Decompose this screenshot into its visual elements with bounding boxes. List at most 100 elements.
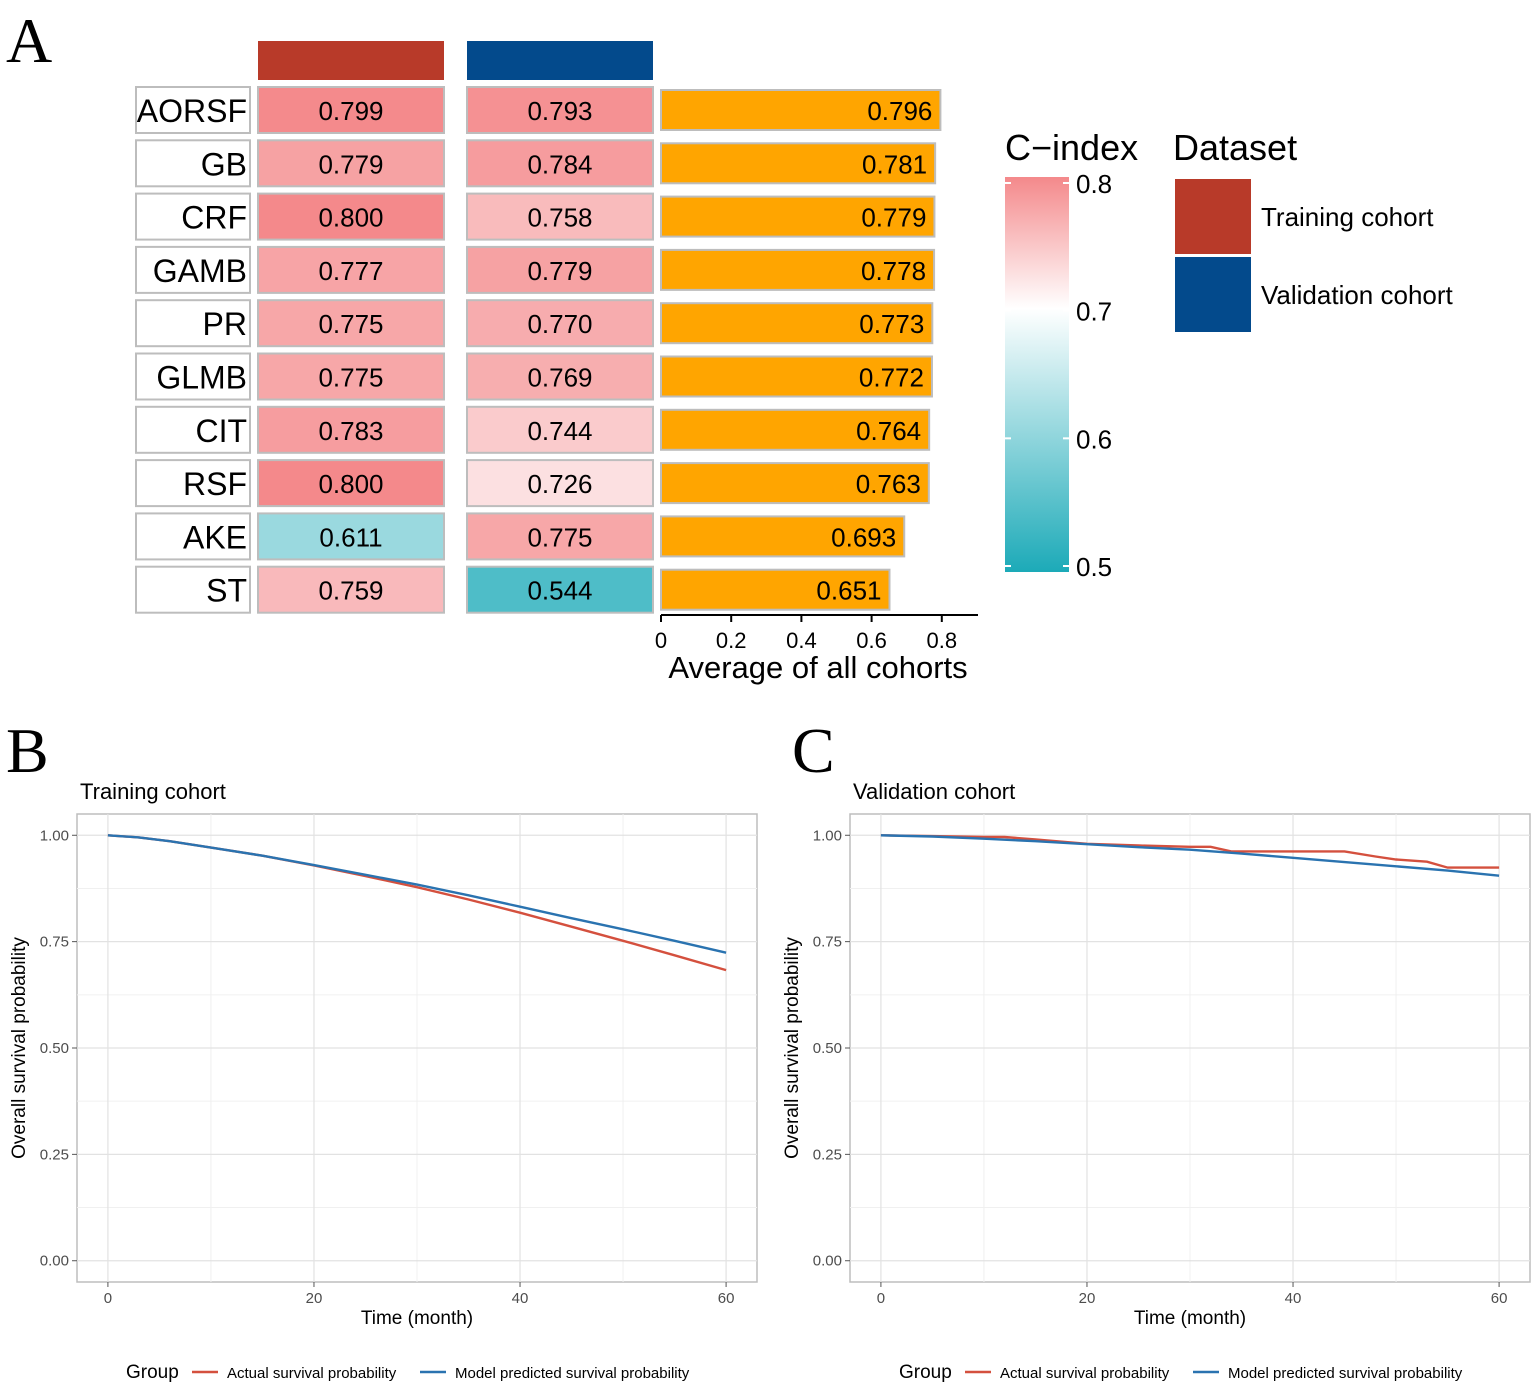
heat-cell-validation	[466, 352, 654, 401]
y-tick-label: 0.00	[813, 1253, 842, 1270]
average-bar	[660, 462, 930, 505]
heat-cell-validation	[466, 86, 654, 134]
legend-swatch	[1175, 257, 1251, 332]
series-line-model	[107, 834, 727, 954]
panel-a-heatmap: AORSF 0.799 0.793 0.796 GB 0.779 0.784 0.781 CRF…	[135, 41, 1454, 685]
heat-cell-validation	[466, 192, 654, 241]
model-label: RSF	[183, 466, 247, 502]
y-tick-label: 0.50	[813, 1040, 842, 1057]
heat-cell-value: 0.783	[318, 416, 383, 446]
heat-cell-value: 0.769	[527, 363, 592, 393]
average-bar-value: 0.779	[861, 203, 926, 233]
model-label-box	[135, 405, 251, 454]
heat-cell-validation	[466, 299, 654, 348]
average-bar	[660, 515, 906, 558]
heat-cell-value: 0.770	[527, 309, 592, 339]
model-label-box	[135, 139, 251, 188]
y-tick-label: 0.00	[40, 1253, 69, 1270]
heat-cell-training	[257, 245, 445, 294]
colorbar-tick-label: 0.8	[1076, 169, 1112, 199]
heat-cell-validation	[466, 512, 654, 561]
model-label: CIT	[195, 413, 247, 449]
model-label: AORSF	[137, 93, 247, 129]
y-tick-label: 0.25	[40, 1146, 69, 1163]
model-label-box	[135, 512, 251, 561]
average-bar-value: 0.778	[861, 256, 926, 286]
average-bar-value: 0.693	[831, 522, 896, 552]
y-tick-label: 0.25	[813, 1146, 842, 1163]
x-axis-title: Time (month)	[1134, 1308, 1246, 1329]
heat-cell-validation	[466, 459, 654, 508]
heat-cell-value: 0.779	[318, 149, 383, 179]
legend-label: Validation cohort	[1261, 280, 1454, 310]
x-tick-label: 60	[718, 1290, 735, 1307]
heat-cell-value: 0.758	[527, 203, 592, 233]
colorbar-tick-label: 0.7	[1076, 297, 1112, 327]
average-bar	[660, 355, 933, 398]
model-label: CRF	[181, 200, 247, 236]
average-bar	[660, 568, 891, 611]
heat-cell-training	[257, 139, 445, 188]
x-tick-label: 60	[1491, 1290, 1508, 1307]
y-axis-title: Overall survival probability	[782, 937, 803, 1159]
legend-label: Training cohort	[1261, 202, 1434, 232]
heat-cell-value: 0.759	[318, 576, 383, 606]
series-line-actual	[880, 834, 1500, 869]
y-axis-title: Overall survival probability	[9, 937, 30, 1159]
average-bar-value: 0.781	[862, 149, 927, 179]
average-bar	[660, 195, 936, 238]
average-bar	[660, 142, 937, 185]
bar-x-axis-title: Average of all cohorts	[668, 650, 967, 685]
heat-cell-training	[257, 299, 445, 348]
heat-cell-value: 0.777	[318, 256, 383, 286]
heat-cell-value: 0.775	[318, 309, 383, 339]
heat-cell-value: 0.744	[527, 416, 592, 446]
bar-x-tick-label: 0.8	[927, 628, 958, 653]
x-tick-label: 0	[877, 1290, 885, 1307]
heat-cell-value: 0.784	[527, 149, 592, 179]
heat-cell-value: 0.544	[527, 576, 592, 606]
legend-label: Actual survival probability	[1000, 1365, 1170, 1382]
average-bar-value: 0.764	[856, 416, 921, 446]
panel-b-survival-plot: Training cohort 0 20 40 60 0.00 0.25 0.50 0.75 1.…	[9, 779, 758, 1383]
average-bar-value: 0.651	[816, 576, 881, 606]
colorbar-tick-label: 0.6	[1076, 424, 1112, 454]
plot-title: Training cohort	[80, 779, 226, 804]
header-bar-validation	[467, 41, 653, 80]
heat-cell-training	[257, 459, 445, 508]
x-axis-title: Time (month)	[361, 1308, 473, 1329]
heat-cell-training	[257, 512, 445, 561]
model-label-box	[135, 565, 251, 614]
model-label: PR	[203, 306, 247, 342]
heat-cell-value: 0.726	[527, 469, 592, 499]
model-label-box	[135, 86, 251, 134]
heat-cell-training	[257, 86, 445, 134]
heat-cell-validation	[466, 245, 654, 294]
bar-x-tick-label: 0	[655, 628, 667, 653]
y-tick-label: 0.50	[40, 1040, 69, 1057]
average-bar-value: 0.772	[859, 363, 924, 393]
legend-title: Group	[899, 1362, 952, 1383]
heat-cell-training	[257, 352, 445, 401]
heat-cell-value: 0.799	[318, 96, 383, 126]
heat-cell-validation	[466, 405, 654, 454]
y-tick-label: 0.75	[813, 934, 842, 951]
heat-cell-value: 0.611	[319, 522, 382, 552]
model-label-box	[135, 245, 251, 294]
legend-title: Dataset	[1173, 127, 1297, 168]
colorbar-tick-label: 0.5	[1076, 552, 1112, 582]
panel-c-survival-plot: Validation cohort 0 20 40 60 0.00 0.25 0.50 0.75…	[782, 779, 1531, 1383]
heat-cell-value: 0.779	[527, 256, 592, 286]
colorbar-gradient	[1005, 177, 1069, 572]
panel-letter-a: A	[6, 5, 52, 76]
x-tick-label: 20	[306, 1290, 323, 1307]
average-bar	[660, 248, 936, 291]
legend-label: Actual survival probability	[227, 1365, 397, 1382]
heat-cell-value: 0.775	[318, 363, 383, 393]
model-label: AKE	[183, 519, 247, 555]
y-tick-label: 1.00	[813, 827, 842, 844]
heat-cell-value: 0.793	[527, 96, 592, 126]
heat-cell-value: 0.800	[318, 203, 383, 233]
model-label-box	[135, 352, 251, 401]
